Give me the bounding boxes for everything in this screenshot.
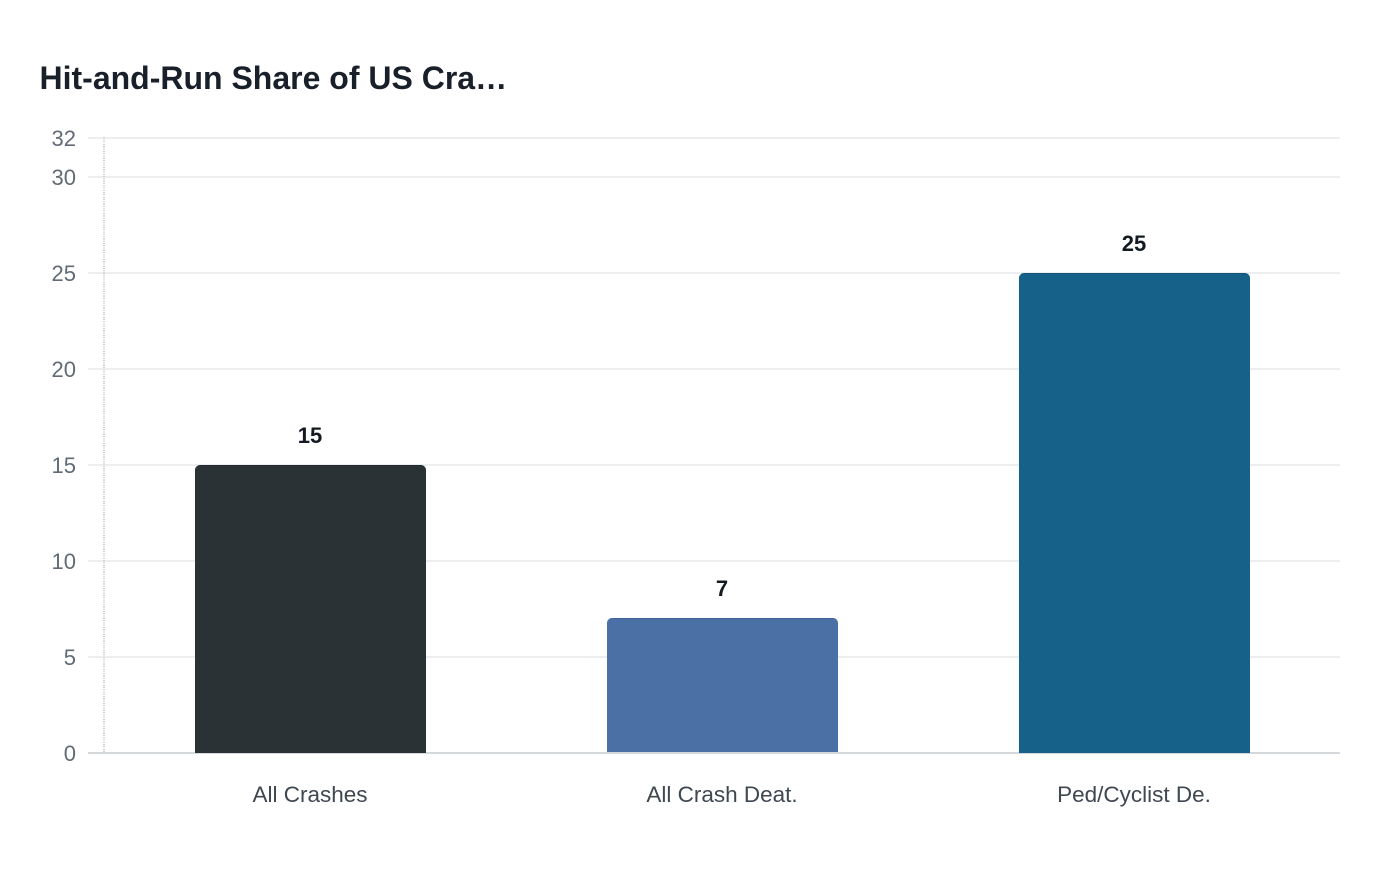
bar-3[interactable] <box>1018 272 1250 753</box>
gridline-y-15 <box>88 463 1340 466</box>
category-label-1: All Crashes <box>252 782 368 807</box>
y-tick-label-0: 0 <box>63 740 76 766</box>
y-tick-label-30: 30 <box>51 164 76 190</box>
y-axis-line <box>103 137 105 752</box>
y-tick-label-20: 20 <box>51 356 76 382</box>
value-label-1: 15 <box>297 422 323 448</box>
gridline-y-30 <box>88 175 1340 178</box>
y-tick-label-25: 25 <box>51 260 76 286</box>
chart-title: Hit-and-Run Share of US Cra… <box>39 60 508 97</box>
y-tick-label-15: 15 <box>51 452 76 478</box>
category-label-3: Ped/Cyclist De. <box>1057 782 1211 807</box>
category-label-2: All Crash Deat. <box>646 782 798 807</box>
y-tick-label-10: 10 <box>51 548 76 574</box>
value-label-3: 25 <box>1121 230 1147 256</box>
y-tick-label-32: 32 <box>51 126 76 152</box>
x-axis-baseline <box>88 752 1340 754</box>
gridline-y-20 <box>88 367 1340 370</box>
y-tick-label-5: 5 <box>63 644 76 670</box>
bar-1[interactable] <box>194 464 426 753</box>
gridline-y-10 <box>88 559 1340 562</box>
bar-2[interactable] <box>606 618 838 753</box>
gridline-y-25 <box>88 271 1340 274</box>
gridline-y-32 <box>88 137 1340 140</box>
value-label-2: 7 <box>715 576 729 602</box>
